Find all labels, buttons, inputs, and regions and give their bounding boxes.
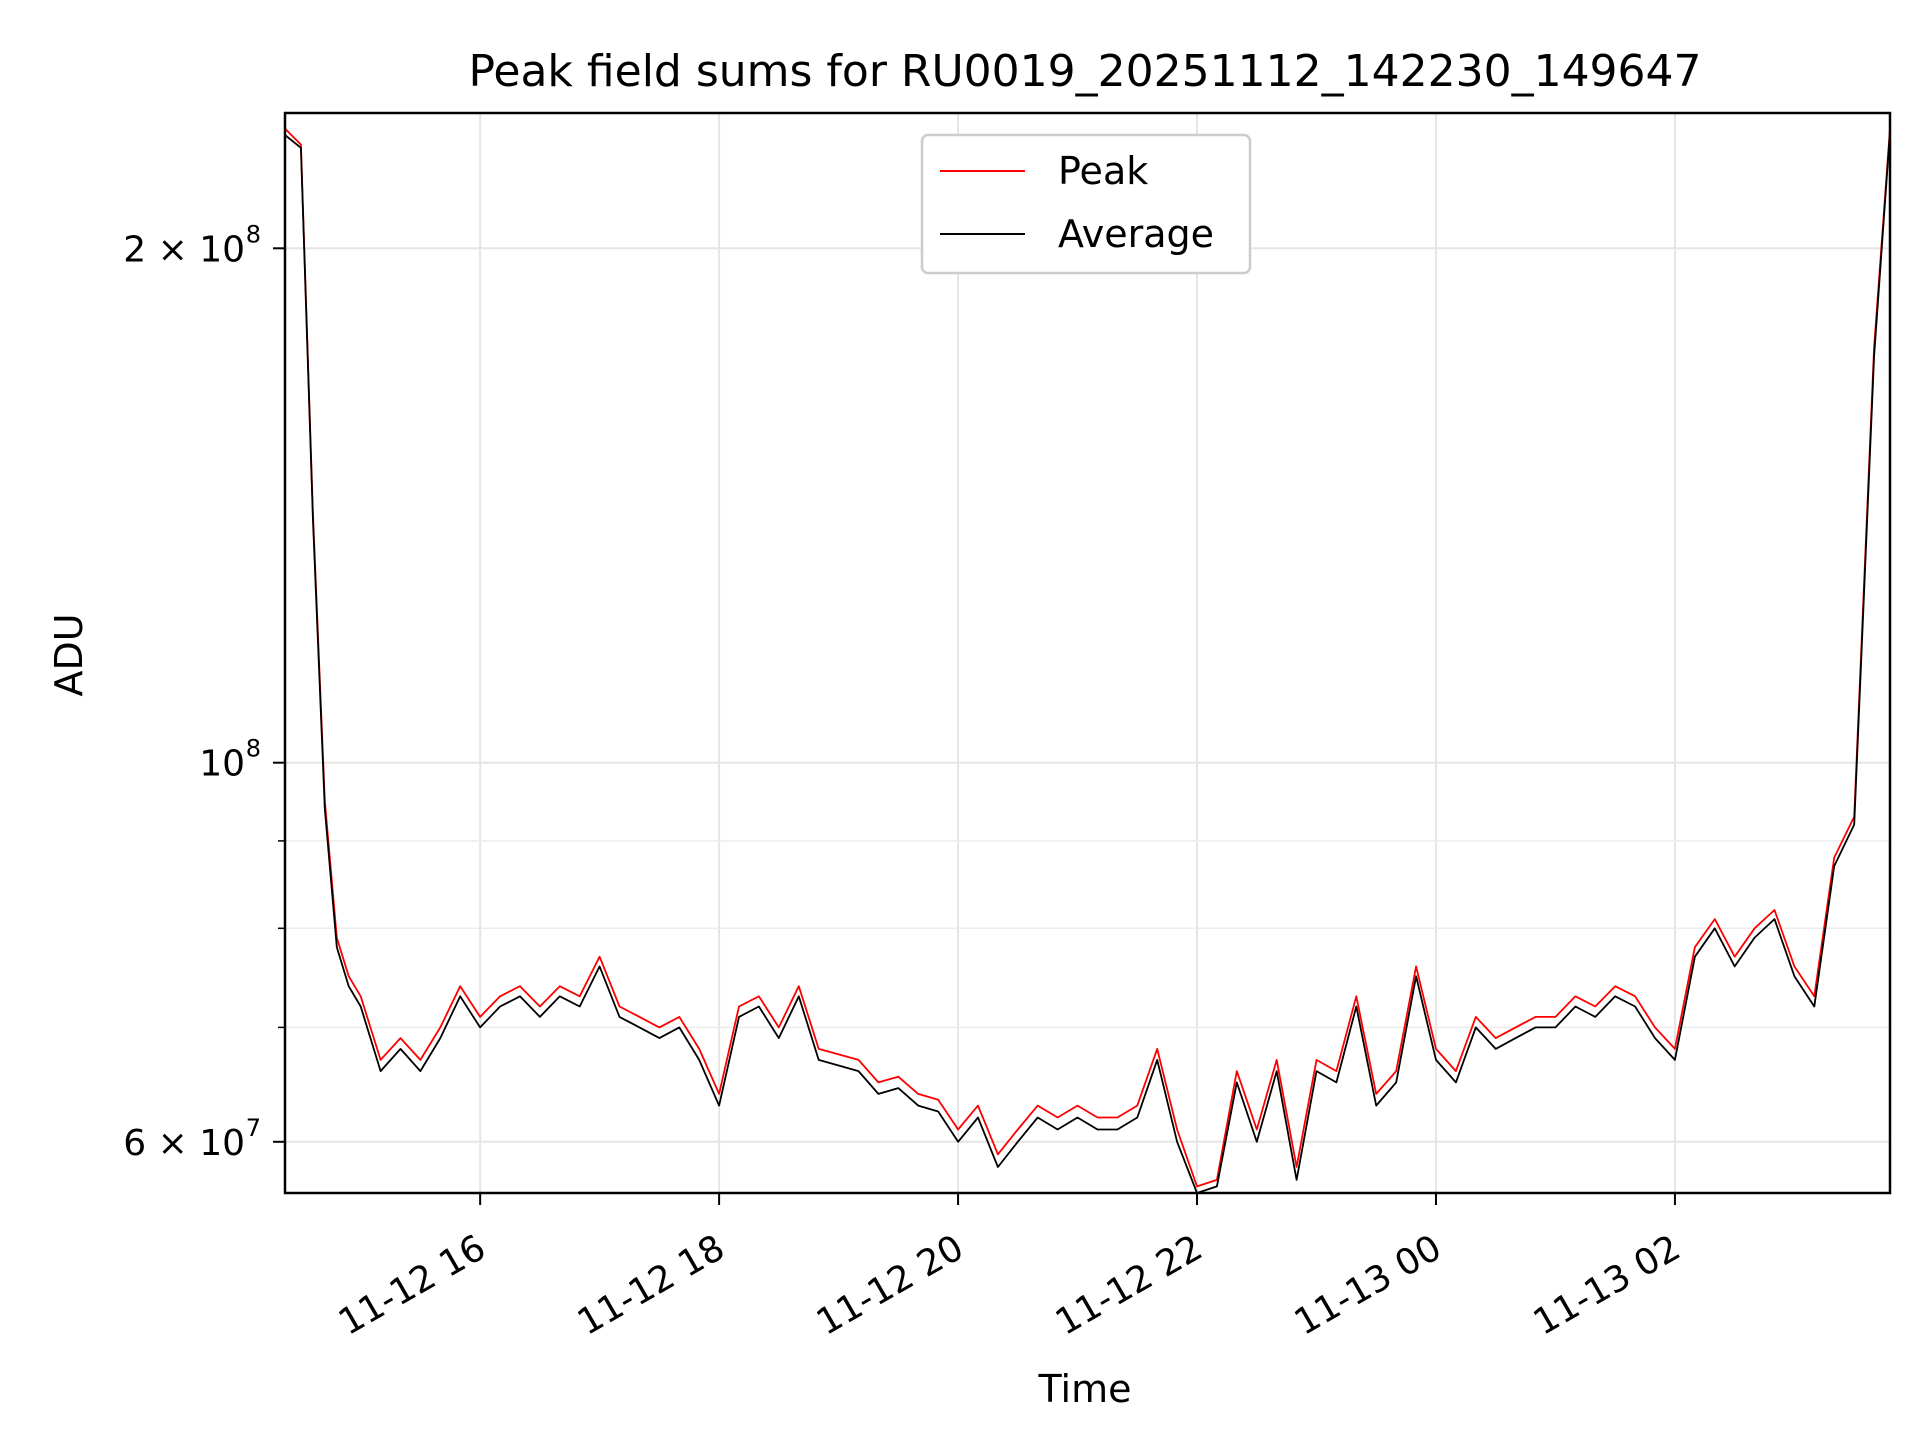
y-tick-label: 6 × 10: [123, 1123, 245, 1164]
y-tick-exponent: 8: [246, 735, 261, 763]
y-axis-label: ADU: [47, 613, 91, 696]
legend-box: [920, 133, 1252, 275]
legend: Peak Average: [920, 133, 1252, 275]
x-axis-label: Time: [1038, 1367, 1132, 1411]
legend-label-average: Average: [1058, 212, 1214, 256]
grid: [285, 113, 1890, 1193]
plot-frame: [283, 111, 1892, 1195]
series-line-average: [284, 131, 1891, 1194]
y-axis-ticks: 6 × 10 710 82 × 10 8: [123, 220, 285, 1164]
y-tick-exponent: 7: [246, 1114, 261, 1142]
legend-label-peak: Peak: [1058, 149, 1148, 193]
chart-title: Peak field sums for RU0019_20251112_1422…: [468, 46, 1701, 97]
series-line-peak: [284, 127, 1891, 1188]
series-layer: [284, 127, 1891, 1194]
y-tick-label: 2 × 10: [123, 229, 245, 270]
y-tick-exponent: 8: [246, 220, 261, 248]
y-tick-label: 10: [199, 744, 245, 785]
